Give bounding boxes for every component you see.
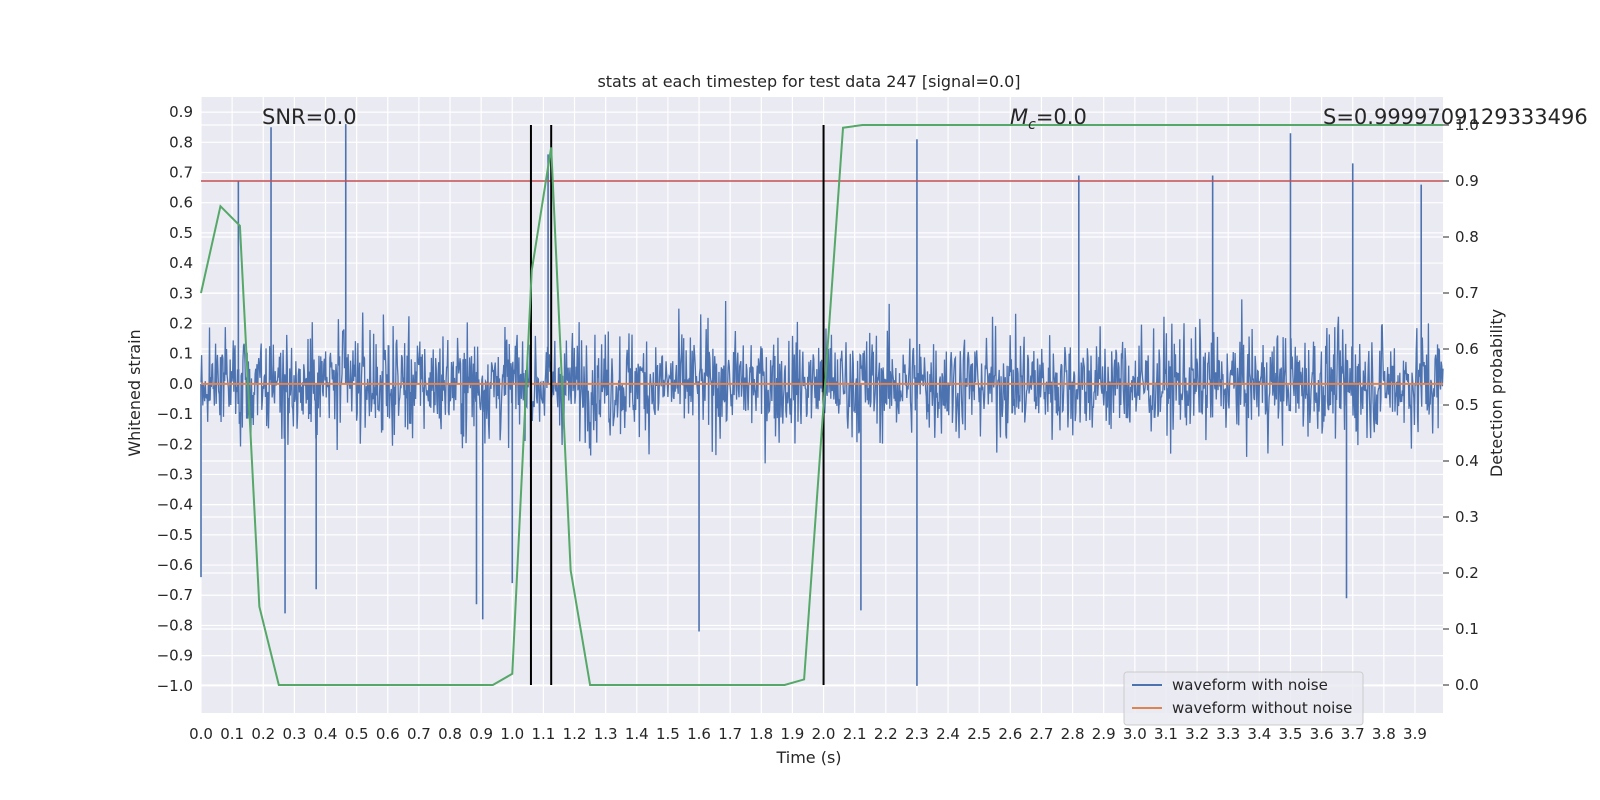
y-tick-label: −0.6 — [157, 556, 193, 574]
x-tick-label: 0.5 — [345, 725, 369, 743]
y-tick-label: 0.2 — [169, 314, 193, 332]
x-tick-label: 3.4 — [1247, 725, 1271, 743]
x-tick-label: 1.9 — [780, 725, 804, 743]
x-axis-label: Time (s) — [775, 748, 841, 767]
x-tick-label: 1.6 — [687, 725, 711, 743]
x-tick-label: 0.1 — [220, 725, 244, 743]
x-tick-label: 0.0 — [189, 725, 213, 743]
mc-annotation: Mc=0.0 — [1010, 105, 1087, 133]
mc-subscript: c — [1028, 117, 1036, 133]
x-tick-label: 0.6 — [376, 725, 400, 743]
y-tick-label: −0.9 — [157, 647, 193, 665]
y-tick-label: 0.0 — [169, 375, 193, 393]
y-tick-label: 0.5 — [169, 224, 193, 242]
legend-box — [1123, 671, 1364, 726]
x-tick-label: 3.3 — [1216, 725, 1240, 743]
x-tick-label: 1.0 — [500, 725, 524, 743]
y-tick-label: 0.7 — [169, 163, 193, 181]
x-tick-label: 0.2 — [251, 725, 275, 743]
y-tick-label: −0.1 — [157, 405, 193, 423]
x-tick-label: 1.3 — [594, 725, 618, 743]
series-lines — [200, 124, 1443, 686]
x-tick-label: 0.9 — [469, 725, 493, 743]
y2-tick-label: 0.4 — [1455, 452, 1479, 470]
noise-series-line — [200, 299, 1444, 468]
x-tick-label: 2.4 — [936, 725, 960, 743]
y2-tick-label: 0.0 — [1455, 676, 1479, 694]
x-tick-label: 2.9 — [1092, 725, 1116, 743]
chart-title: stats at each timestep for test data 247… — [597, 72, 1020, 91]
x-tick-label: 2.0 — [812, 725, 836, 743]
y2-tick-label: 0.3 — [1455, 508, 1479, 526]
y-tick-label: 0.3 — [169, 284, 193, 302]
y-tick-label: −1.0 — [157, 677, 193, 695]
x-tick-label: 2.5 — [967, 725, 991, 743]
x-tick-label: 3.6 — [1310, 725, 1334, 743]
y2-tick-label: 0.1 — [1455, 620, 1479, 638]
y2-tick-label: 0.6 — [1455, 340, 1479, 358]
y-tick-label: 0.8 — [169, 133, 193, 151]
x-tick-label: 1.4 — [625, 725, 649, 743]
x-tick-label: 1.1 — [531, 725, 555, 743]
x-tick-label: 3.9 — [1403, 725, 1427, 743]
y2-axis-ticks: 1.0 0.9 0.8 0.7 0.6 0.5 0.4 0.3 0.2 0.1 0.0 — [1443, 116, 1479, 694]
x-tick-label: 0.7 — [407, 725, 431, 743]
mc-value: =0.0 — [1036, 105, 1087, 129]
x-tick-label: 3.5 — [1279, 725, 1303, 743]
x-tick-label: 1.2 — [563, 725, 587, 743]
x-tick-label: 3.1 — [1154, 725, 1178, 743]
x-tick-label: 1.7 — [718, 725, 742, 743]
y-tick-label: −0.8 — [157, 616, 193, 634]
snr-annotation: SNR=0.0 — [262, 105, 357, 129]
y-axis-ticks: 0.9 0.8 0.7 0.6 0.5 0.4 0.3 0.2 0.1 0.0 −0.1 −0.2 −0… — [157, 103, 193, 695]
legend: waveform with noise waveform without noi… — [1123, 671, 1364, 726]
x-tick-label: 2.2 — [874, 725, 898, 743]
x-tick-label: 2.6 — [998, 725, 1022, 743]
y-tick-label: 0.4 — [169, 254, 193, 272]
y-tick-label: 0.1 — [169, 345, 193, 363]
mc-symbol: M — [1010, 105, 1028, 129]
y2-tick-label: 0.2 — [1455, 564, 1479, 582]
x-tick-label: 3.0 — [1123, 725, 1147, 743]
x-tick-label: 2.1 — [843, 725, 867, 743]
y-tick-label: −0.5 — [157, 526, 193, 544]
y-tick-label: −0.3 — [157, 465, 193, 483]
y2-tick-label: 0.7 — [1455, 284, 1479, 302]
legend-label-clean: waveform without noise — [1172, 699, 1352, 717]
legend-label-noise: waveform with noise — [1172, 676, 1328, 694]
y2-tick-label: 1.0 — [1455, 116, 1479, 134]
x-tick-label: 3.8 — [1372, 725, 1396, 743]
s-annotation: S=0.9999709129333496 — [1323, 105, 1588, 129]
y2-tick-label: 0.8 — [1455, 228, 1479, 246]
y-tick-label: −0.4 — [157, 496, 193, 514]
y-tick-label: −0.2 — [157, 435, 193, 453]
x-tick-label: 3.7 — [1341, 725, 1365, 743]
y-tick-label: 0.6 — [169, 194, 193, 212]
x-tick-label: 2.8 — [1061, 725, 1085, 743]
x-tick-label: 2.7 — [1030, 725, 1054, 743]
x-tick-label: 0.8 — [438, 725, 462, 743]
y2-tick-label: 0.5 — [1455, 396, 1479, 414]
x-tick-label: 0.4 — [314, 725, 338, 743]
x-tick-label: 3.2 — [1185, 725, 1209, 743]
x-tick-label: 1.5 — [656, 725, 680, 743]
y-axis-label: Whitened strain — [125, 329, 144, 456]
x-axis-ticks: 0.0 0.1 0.2 0.3 0.4 0.5 0.6 0.7 0.8 0.9 1.0 1.1 1.2 1… — [189, 725, 1427, 743]
y-tick-label: 0.9 — [169, 103, 193, 121]
noise-waveform — [200, 124, 1444, 686]
y2-axis-label: Detection probability — [1487, 309, 1506, 477]
x-tick-label: 0.3 — [282, 725, 306, 743]
y-tick-label: −0.7 — [157, 586, 193, 604]
x-tick-label: 2.3 — [905, 725, 929, 743]
x-tick-label: 1.8 — [749, 725, 773, 743]
y2-tick-label: 0.9 — [1455, 172, 1479, 190]
detection-probability-line — [200, 124, 1443, 686]
